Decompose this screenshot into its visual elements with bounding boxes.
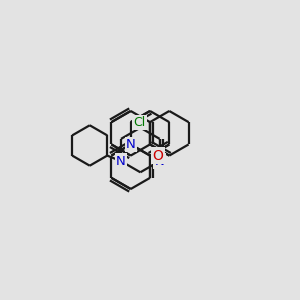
Text: Cl: Cl [134, 116, 146, 129]
Text: O: O [153, 148, 164, 163]
Text: N: N [155, 154, 164, 168]
Text: N: N [116, 154, 126, 168]
Text: N: N [126, 138, 136, 151]
